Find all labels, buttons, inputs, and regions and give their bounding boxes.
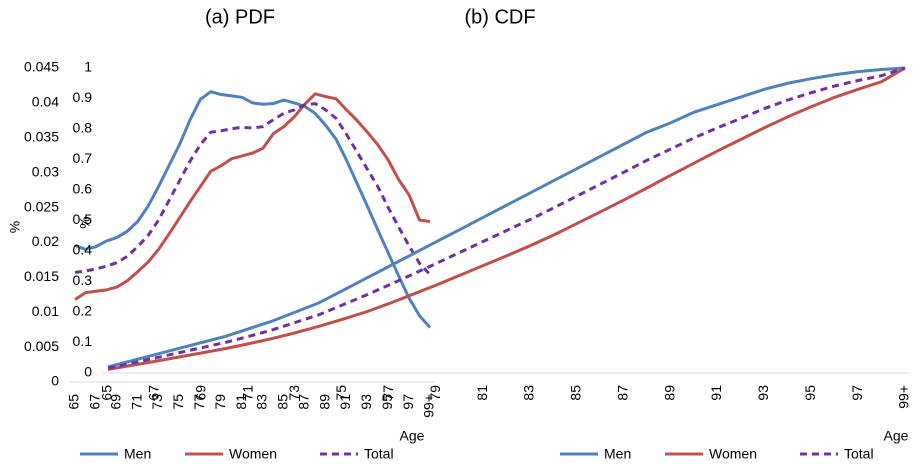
x-axis-label: Age: [884, 428, 909, 444]
y-tick-label: 0.025: [24, 198, 59, 214]
y-tick-label: 0.005: [24, 338, 59, 354]
x-tick-label: 93: [358, 394, 374, 410]
x-tick-label: 97: [849, 385, 865, 401]
x-tick-label: 65: [99, 385, 115, 401]
x-tick-label: 71: [128, 394, 144, 410]
legend-label: Women: [709, 446, 757, 462]
y-tick-label: 0.02: [32, 233, 59, 249]
x-tick-label: 87: [614, 385, 630, 401]
legend-label: Total: [844, 446, 874, 462]
chart-title: (a) PDF: [205, 6, 275, 28]
y-tick-label: 0.04: [32, 94, 59, 110]
series-line: [107, 66, 906, 370]
legend-label: Women: [229, 446, 277, 462]
x-tick-label: 95: [802, 385, 818, 401]
x-tick-label: 67: [87, 394, 103, 410]
x-tick-label: 77: [380, 385, 396, 401]
x-axis-label: Age: [400, 428, 425, 444]
chart-title: (b) CDF: [464, 6, 535, 28]
y-tick-label: 0.9: [73, 89, 93, 105]
x-tick-label: 79: [212, 394, 228, 410]
y-tick-label: 0: [51, 373, 59, 389]
series-line: [107, 66, 906, 369]
x-tick-label: 69: [192, 385, 208, 401]
y-tick-label: 0.4: [73, 242, 93, 258]
x-tick-label: 89: [661, 385, 677, 401]
series-line: [107, 66, 906, 371]
y-axis-label: %: [77, 216, 93, 228]
y-tick-label: 0.035: [24, 128, 59, 144]
x-tick-label: 93: [755, 385, 771, 401]
x-tick-label: 73: [149, 394, 165, 410]
x-tick-label: 79: [427, 385, 443, 401]
x-tick-label: 91: [337, 394, 353, 410]
series-line: [74, 90, 432, 329]
series-line: [74, 92, 431, 301]
y-axis-label: %: [7, 221, 23, 233]
x-tick-label: 65: [66, 394, 82, 410]
x-tick-label: 99+: [896, 385, 912, 409]
series-line: [74, 102, 432, 276]
y-tick-label: 0.015: [24, 268, 59, 284]
x-tick-label: 85: [568, 385, 584, 401]
y-tick-label: 0.7: [73, 150, 93, 166]
x-tick-label: 89: [316, 394, 332, 410]
x-tick-label: 77: [191, 394, 207, 410]
x-tick-label: 81: [474, 385, 490, 401]
y-tick-label: 0.5: [73, 211, 93, 227]
y-tick-label: 0.6: [73, 181, 93, 197]
x-tick-label: 99+: [421, 394, 437, 418]
y-tick-label: 0: [84, 364, 92, 380]
x-tick-label: 81: [233, 394, 249, 410]
y-tick-label: 0.045: [24, 59, 59, 75]
y-tick-label: 0.2: [73, 303, 93, 319]
x-tick-label: 67: [146, 385, 162, 401]
y-tick-label: 0.01: [32, 303, 59, 319]
x-tick-label: 85: [275, 394, 291, 410]
x-tick-label: 83: [521, 385, 537, 401]
x-tick-label: 75: [170, 394, 186, 410]
y-tick-label: 0.3: [73, 272, 93, 288]
x-tick-label: 71: [239, 385, 255, 401]
x-tick-label: 91: [708, 385, 724, 401]
x-tick-label: 97: [400, 394, 416, 410]
y-tick-label: 0.8: [73, 120, 93, 136]
y-tick-label: 1: [84, 59, 92, 75]
y-tick-label: 0.1: [73, 333, 93, 349]
x-tick-label: 73: [286, 385, 302, 401]
x-tick-label: 87: [295, 394, 311, 410]
x-tick-label: 69: [107, 394, 123, 410]
y-tick-label: 0.03: [32, 163, 59, 179]
legend-label: Total: [364, 446, 394, 462]
x-tick-label: 75: [333, 385, 349, 401]
x-tick-label: 83: [254, 394, 270, 410]
legend-label: Men: [124, 446, 151, 462]
x-tick-label: 95: [379, 394, 395, 410]
legend-label: Men: [604, 446, 631, 462]
